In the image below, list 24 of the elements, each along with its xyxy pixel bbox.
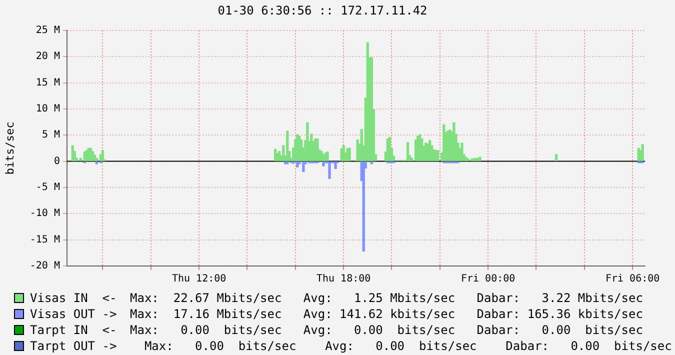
- legend-label: Visas OUT ->: [30, 306, 118, 322]
- y-tick-label: -5 M: [36, 182, 60, 194]
- legend-label: Visas IN <-: [30, 290, 118, 306]
- y-tick-label: -15 M: [30, 234, 60, 246]
- text: Max: 0.00 bits/sec Avg: 0.00 bits/sec Dabar: 0.00 bits/sec: [143, 338, 672, 354]
- x-tick-label: Thu 18:00: [316, 274, 371, 285]
- legend-label: Tarpt IN <-: [30, 322, 118, 338]
- y-tick-label: 20 M: [36, 51, 60, 62]
- y-tick-label: 5 M: [42, 130, 60, 141]
- y-tick-label: 15 M: [36, 77, 60, 88]
- text: Max: 0.00 bits/sec Avg: 0.00 bits/sec Dabar: 0.00 bits/sec: [130, 322, 643, 338]
- y-axis-title: bits/sec: [3, 122, 16, 175]
- y-tick-label: -20 M: [30, 260, 60, 272]
- chart-title: 01-30 6:30:56 :: 172.17.11.42: [218, 3, 428, 18]
- y-tick-label: 25 M: [36, 24, 60, 36]
- y-tick-label: 0: [54, 156, 60, 167]
- x-tick-label: Thu 12:00: [172, 274, 226, 285]
- text: Max: 22.67 Mbits/sec Avg: 1.25 Mbits/sec Dabar: 3.22 Mbits/sec: [130, 290, 643, 306]
- x-tick-label: Fri 06:00: [605, 274, 660, 285]
- y-tick-label: -10 M: [30, 208, 60, 220]
- legend-label: Tarpt OUT ->: [30, 338, 118, 354]
- x-tick-label: Fri 00:00: [460, 274, 516, 285]
- text: Max: 17.16 Mbits/sec Avg: 141.62 kbits/sec Dabar: 165.36 kbits/sec: [130, 306, 643, 322]
- y-tick-label: 10 M: [36, 104, 60, 115]
